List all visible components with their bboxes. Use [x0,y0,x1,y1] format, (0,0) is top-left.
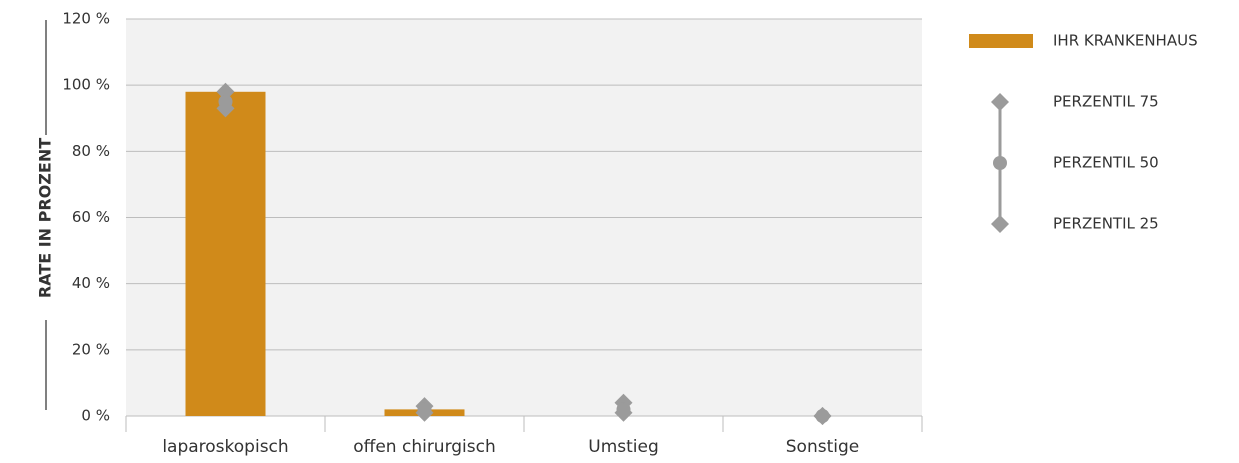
x-tick-label: Umstieg [588,437,659,457]
y-tick-label: 60 % [72,208,110,226]
legend-marker [991,93,1009,111]
y-axis-label: RATE IN PROZENT [36,138,55,298]
percentile-marker [614,403,633,422]
legend-label: PERZENTIL 50 [1053,154,1159,172]
y-tick-label: 40 % [72,274,110,292]
percentile-marker [216,99,235,118]
legend-label: PERZENTIL 25 [1053,215,1159,233]
x-tick-label: Sonstige [786,437,859,457]
legend-marker [991,215,1009,233]
legend-label: PERZENTIL 75 [1053,93,1159,111]
bar [185,91,266,417]
x-tick-label: laparoskopisch [162,437,288,457]
y-tick-label: 20 % [72,340,110,358]
legend-swatch [969,34,1033,48]
y-tick-label: 100 % [62,76,110,94]
x-tick-label: offen chirurgisch [353,437,496,457]
percentile-marker [415,403,434,422]
y-tick-label: 80 % [72,142,110,160]
legend-label: IHR KRANKENHAUS [1053,32,1198,50]
legend-marker [993,156,1007,170]
y-tick-label: 120 % [62,10,110,28]
percentile-marker [813,407,832,425]
y-tick-label: 0 % [81,407,110,425]
percentile-marker [216,82,235,101]
